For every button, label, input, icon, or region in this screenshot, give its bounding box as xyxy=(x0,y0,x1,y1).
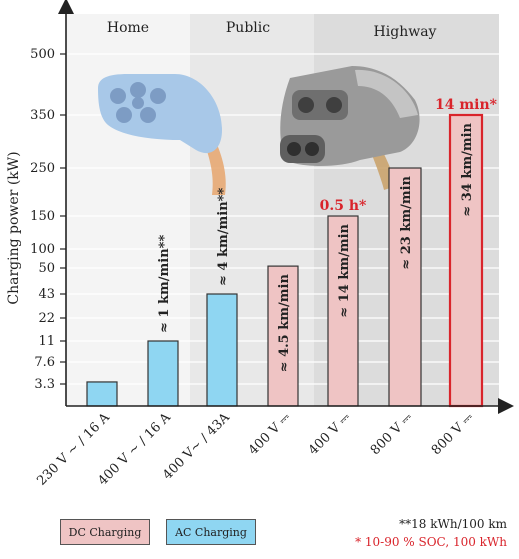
footnote-soc: * 10-90 % SOC, 100 kWh xyxy=(355,535,507,549)
bar xyxy=(327,215,359,407)
y-tick-label: 100 xyxy=(30,242,55,257)
y-tick-label: 150 xyxy=(30,209,55,224)
zone-label-public: Public xyxy=(226,20,270,36)
zone-label-home: Home xyxy=(107,20,149,36)
bar-data-label: ≈ 4 km/min** xyxy=(216,188,231,286)
bar-data-label: ≈ 23 km/min xyxy=(399,175,414,269)
bar-data-label: ≈ 14 km/min xyxy=(337,223,352,317)
zone-label-highway: Highway xyxy=(374,24,437,40)
y-axis-label: Charging power (kW) xyxy=(6,151,22,304)
x-tick-label: 800 V ⎓ xyxy=(368,410,416,458)
bar xyxy=(147,340,179,407)
y-tick-label: 50 xyxy=(38,261,55,276)
bar-data-label: ≈ 4.5 km/min xyxy=(277,274,292,373)
bar xyxy=(267,265,299,407)
y-tick-label: 500 xyxy=(30,47,55,62)
y-ticks: 3.3 7.6 11 22 43 50 100 150 250 350 500 xyxy=(30,47,66,392)
y-tick-label: 43 xyxy=(38,287,55,302)
y-tick-label: 11 xyxy=(38,334,55,349)
y-tick-label: 3.3 xyxy=(34,377,55,392)
legend-dc-charging: DC Charging xyxy=(60,519,150,545)
y-tick-label: 7.6 xyxy=(34,355,55,370)
bar xyxy=(448,113,484,408)
x-tick-label: 400 V ⎓ xyxy=(246,410,294,458)
y-tick-label: 250 xyxy=(30,161,55,176)
bar xyxy=(206,293,238,407)
bar-top-label: 14 min* xyxy=(435,97,498,113)
legend-ac-charging: AC Charging xyxy=(166,519,256,545)
x-tick-label: 400 V ⎓ xyxy=(306,410,354,458)
bar xyxy=(86,381,118,407)
footnote-energy: **18 kWh/100 km xyxy=(399,517,507,531)
bar-data-label: ≈ 34 km/min xyxy=(460,122,475,216)
ac-connector-icon xyxy=(98,74,226,195)
bar-data-label: ≈ 1 km/min** xyxy=(157,235,172,333)
bars: ≈ 1 km/min** ≈ 4 km/min** ≈ 4.5 km/min ≈ 14… xyxy=(86,97,498,408)
y-tick-label: 22 xyxy=(38,311,55,326)
bar-top-label: 0.5 h* xyxy=(320,198,367,214)
bar xyxy=(388,167,422,407)
x-tick-label: 800 V ⎓ xyxy=(429,410,477,458)
y-tick-label: 350 xyxy=(30,108,55,123)
